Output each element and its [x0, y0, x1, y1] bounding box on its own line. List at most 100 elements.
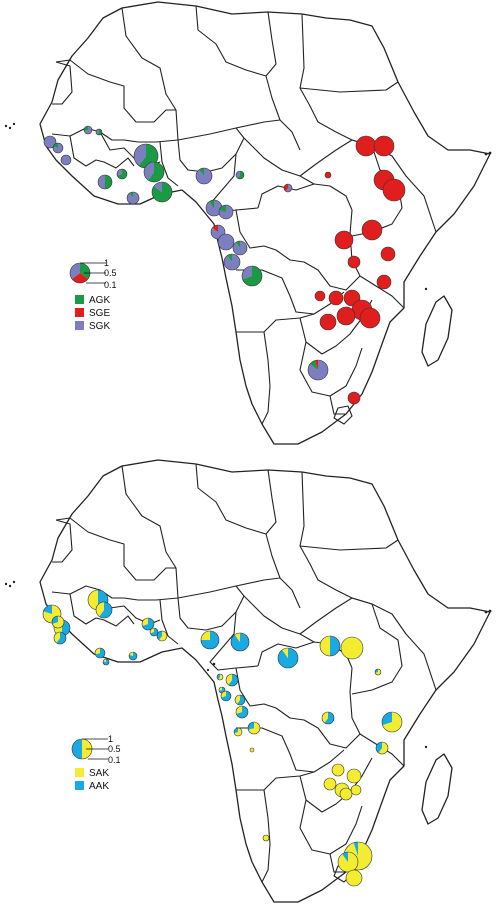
pie-outline	[345, 869, 363, 887]
population-pie	[347, 391, 361, 405]
pie-outline	[331, 763, 345, 777]
population-pie	[345, 869, 363, 887]
pie-outline	[359, 307, 381, 329]
population-pie	[382, 178, 406, 202]
population-pie	[141, 617, 155, 631]
pie-slice-sak	[340, 788, 352, 800]
pie-outline	[94, 647, 106, 659]
pie-slice-agk	[199, 168, 204, 176]
pie-slice-aak	[43, 605, 52, 614]
scale-label-1: 1	[104, 258, 109, 268]
pie-slice-sak	[347, 769, 361, 783]
pie-slice-aak	[95, 648, 105, 658]
pie-slice-sak	[95, 648, 100, 655]
pie-slice-sak	[320, 636, 330, 656]
legend-size-pie	[69, 262, 91, 284]
pie-slice-agk	[219, 205, 226, 212]
pie-slice-sak	[96, 602, 104, 617]
pie-slice-sak	[375, 669, 382, 675]
population-pie	[347, 255, 361, 269]
pie-outline	[128, 651, 138, 661]
pie-outline	[60, 154, 72, 166]
population-pie	[361, 219, 383, 241]
pie-slice-sgk	[98, 175, 105, 189]
pie-outline	[340, 636, 364, 660]
population-pie	[247, 721, 261, 735]
pie-outline	[218, 204, 234, 220]
pie-slice-sge	[71, 273, 89, 283]
population-pie	[94, 647, 106, 659]
legend-swatch-sgk	[75, 321, 84, 330]
pie-slice-sgk	[116, 169, 122, 176]
population-pie	[53, 631, 67, 645]
pie-outline	[277, 647, 299, 669]
pie-slice-sgk	[285, 184, 292, 193]
legend-top: 1 0.5 0.1 AGK SGE SGK	[69, 258, 117, 332]
pie-outline	[232, 240, 248, 256]
pie-outline	[336, 306, 356, 326]
pie-slice-sak	[159, 631, 168, 641]
pie-outline	[141, 617, 155, 631]
pie-slice-aak	[233, 728, 238, 734]
pie-slice-agk	[237, 171, 244, 180]
legend-label-aak: AAK	[89, 781, 109, 792]
population-pie	[328, 290, 344, 306]
pie-outline	[126, 191, 140, 205]
population-pie	[374, 668, 382, 676]
legend-swatch-aak	[75, 781, 84, 790]
pie-slice-agk	[117, 169, 127, 179]
pie-slice-sak	[382, 712, 403, 732]
pie-outline	[151, 181, 173, 203]
population-pie	[225, 673, 239, 687]
pie-slice-aak	[72, 739, 82, 759]
pie-outline	[149, 627, 159, 637]
legend-bottom: 1 0.5 0.1 SAK AAK	[71, 734, 121, 792]
scale-label-01: 0.1	[104, 280, 117, 290]
pie-slice-aak	[142, 618, 154, 630]
pie-slice-sak	[337, 852, 358, 873]
pie-slice-agk	[129, 192, 133, 198]
population-pie	[373, 135, 395, 157]
pie-slice-sge	[329, 291, 343, 305]
pie-slice-sgk	[144, 162, 154, 181]
pies-top	[43, 125, 406, 405]
population-pie	[52, 142, 64, 154]
pie-outline	[116, 168, 128, 180]
legend-label-agk: AGK	[89, 295, 110, 306]
population-pie	[314, 290, 326, 302]
pie-outline	[373, 135, 395, 157]
population-pie	[380, 246, 396, 262]
pie-outline	[319, 635, 341, 657]
pie-slice-sge	[356, 136, 376, 156]
pie-slice-aak	[99, 602, 113, 618]
pie-slice-aak	[56, 632, 66, 644]
pie-slice-sak	[378, 742, 388, 754]
pie-slice-sge	[374, 136, 394, 156]
pie-outline	[217, 233, 235, 251]
pie-slice-agk	[97, 129, 103, 135]
pie-slice-sgk	[84, 126, 92, 134]
population-pie	[283, 183, 293, 193]
pie-slice-sgk	[236, 171, 240, 179]
legend-label-sge: SGE	[89, 308, 110, 319]
pie-slice-aak	[324, 712, 334, 724]
pie-slice-sak	[88, 590, 98, 610]
population-pie	[217, 233, 235, 251]
pie-slice-sge	[337, 307, 355, 325]
pie-outline	[51, 615, 65, 629]
pie-slice-aak	[247, 722, 254, 730]
pie-outline	[321, 711, 335, 725]
africa-outline-bottom	[4, 459, 493, 903]
population-pie	[51, 615, 65, 629]
pie-outline	[216, 673, 224, 681]
population-pie	[346, 768, 362, 784]
pie-slice-aak	[221, 691, 231, 701]
pie-slice-aak	[278, 648, 299, 668]
pie-slice-sge	[360, 308, 380, 328]
population-pie	[143, 161, 165, 183]
pie-outline	[95, 128, 103, 136]
population-pie	[220, 690, 232, 702]
population-pie	[235, 170, 245, 180]
pie-outline	[375, 741, 389, 755]
pie-outline	[334, 230, 354, 250]
